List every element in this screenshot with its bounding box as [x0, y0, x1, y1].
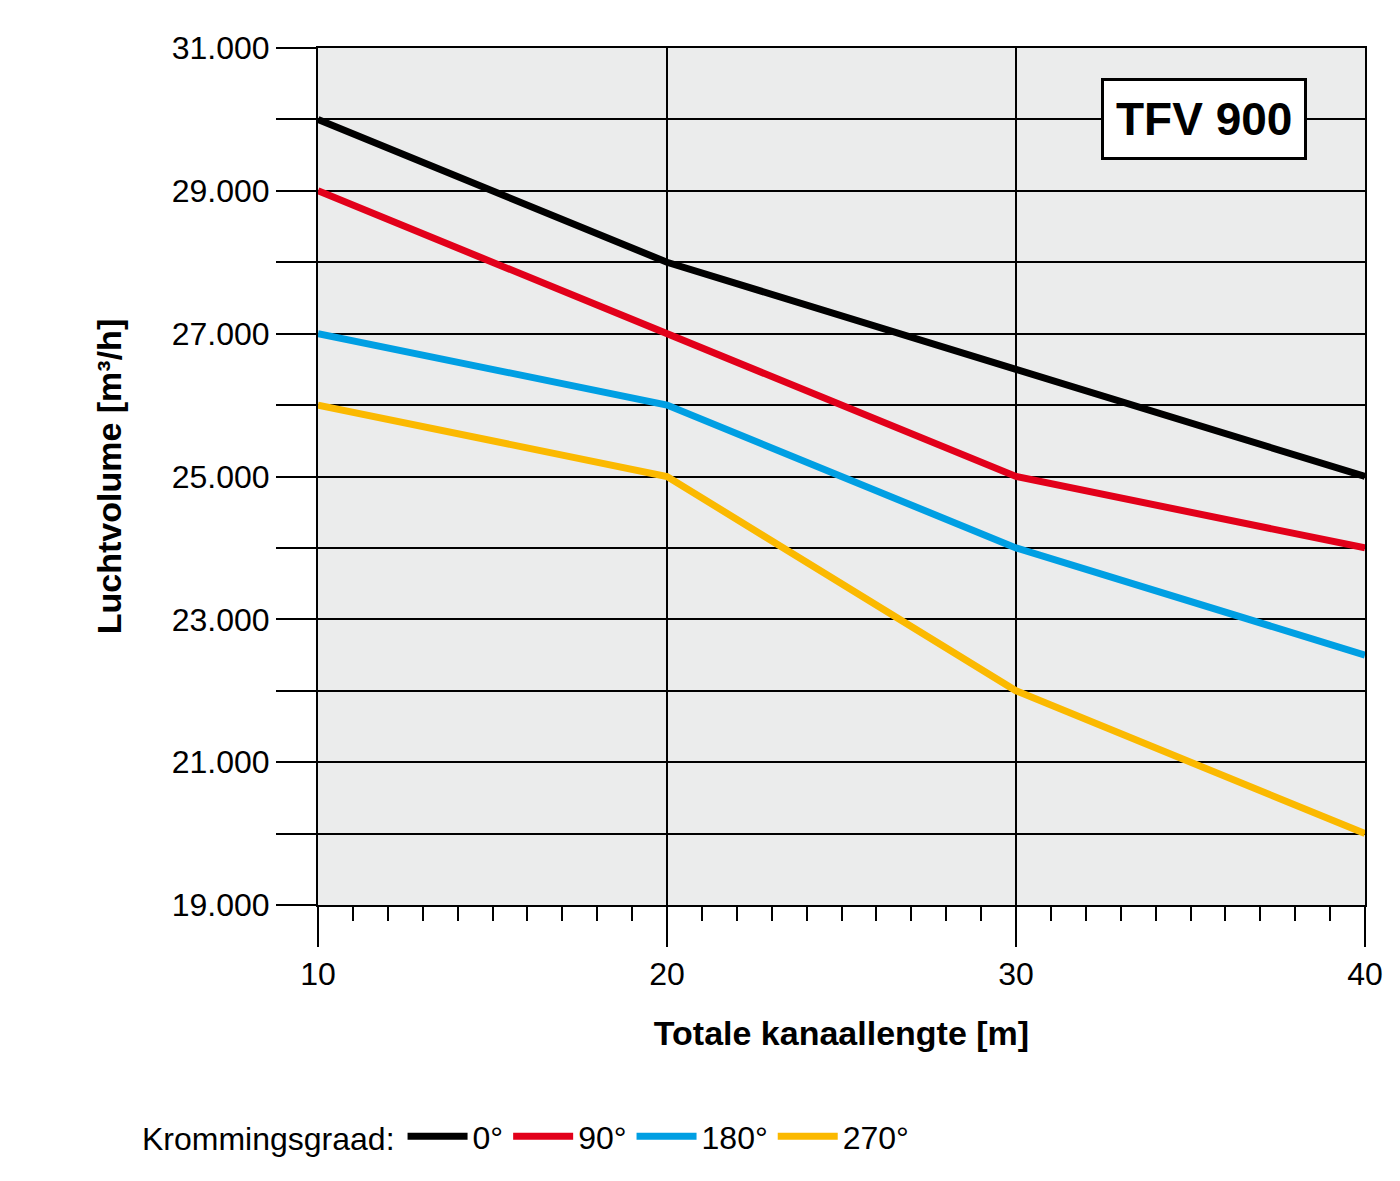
- svg-text:270°: 270°: [843, 1120, 909, 1156]
- svg-text:21.000: 21.000: [172, 744, 270, 780]
- svg-text:90°: 90°: [578, 1120, 626, 1156]
- svg-text:29.000: 29.000: [172, 173, 270, 209]
- svg-text:180°: 180°: [702, 1120, 768, 1156]
- svg-text:31.000: 31.000: [172, 30, 270, 66]
- svg-text:19.000: 19.000: [172, 887, 270, 923]
- svg-text:Luchtvolume [m³/h]: Luchtvolume [m³/h]: [90, 319, 128, 634]
- svg-text:0°: 0°: [473, 1120, 504, 1156]
- svg-text:23.000: 23.000: [172, 602, 270, 638]
- svg-text:30: 30: [998, 956, 1034, 992]
- svg-text:27.000: 27.000: [172, 316, 270, 352]
- svg-text:25.000: 25.000: [172, 459, 270, 495]
- svg-text:10: 10: [300, 956, 336, 992]
- svg-text:Krommingsgraad:: Krommingsgraad:: [142, 1121, 395, 1157]
- svg-text:40: 40: [1347, 956, 1383, 992]
- svg-text:Totale kanaallengte [m]: Totale kanaallengte [m]: [654, 1014, 1029, 1052]
- svg-text:TFV 900: TFV 900: [1116, 93, 1292, 145]
- svg-text:20: 20: [649, 956, 685, 992]
